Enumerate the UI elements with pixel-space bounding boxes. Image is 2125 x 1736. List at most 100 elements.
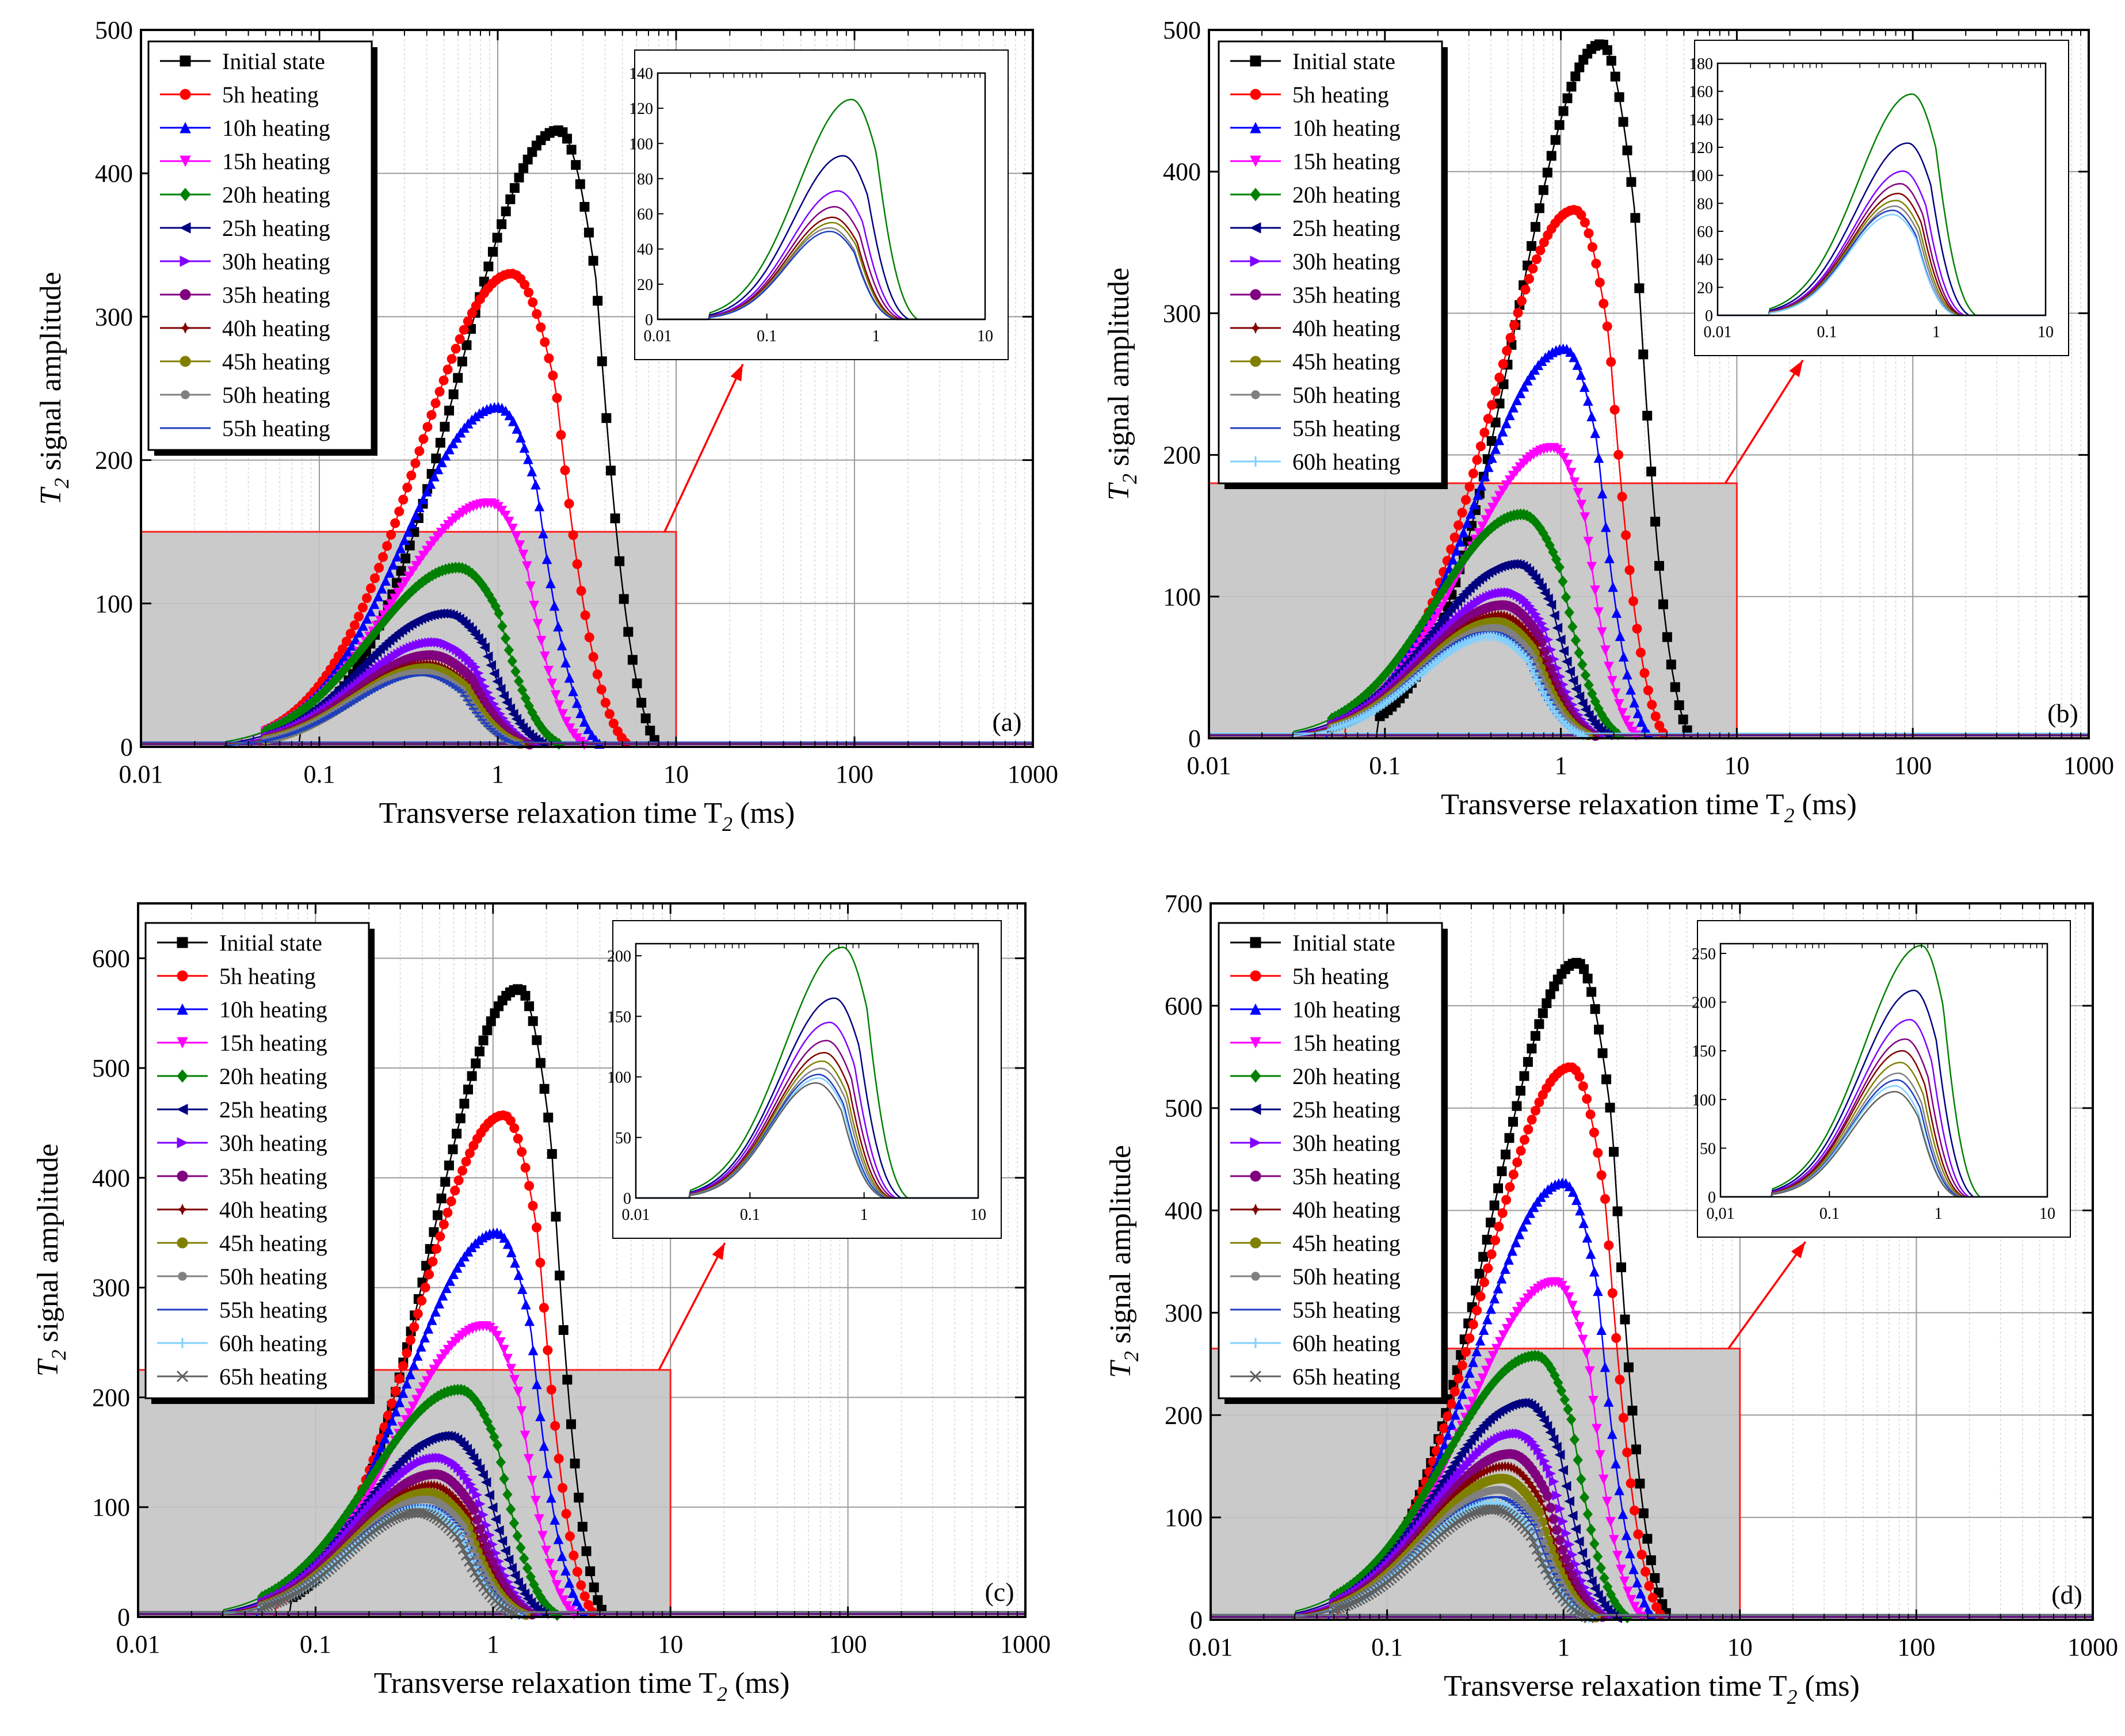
data-point <box>1519 1071 1529 1081</box>
data-point <box>1481 515 1491 525</box>
data-point <box>432 1210 442 1220</box>
legend-label: 10h heating <box>219 997 327 1022</box>
data-point <box>1567 1300 1578 1311</box>
data-point <box>1674 700 1684 711</box>
data-point <box>429 471 440 482</box>
data-point <box>579 201 590 212</box>
inset-y-tick-label: 60 <box>1697 223 1713 241</box>
data-point <box>1585 1249 1596 1259</box>
legend-label: 5h heating <box>222 82 319 108</box>
data-point <box>1489 1200 1500 1211</box>
data-point <box>527 466 537 476</box>
data-point <box>586 730 597 741</box>
data-point <box>471 1058 481 1069</box>
data-point <box>636 697 647 708</box>
data-point <box>1482 1234 1492 1245</box>
data-point <box>407 566 418 577</box>
data-point <box>394 1397 405 1407</box>
data-point <box>520 1162 531 1173</box>
data-point <box>424 1269 434 1280</box>
data-point <box>1497 1208 1508 1218</box>
data-point <box>506 1563 517 1573</box>
data-point <box>1587 688 1597 700</box>
legend-label: Initial state <box>219 930 322 956</box>
data-point <box>525 1571 536 1583</box>
data-point <box>1538 1008 1548 1018</box>
data-point <box>1579 964 1589 974</box>
data-point <box>1526 369 1536 380</box>
data-point <box>1567 620 1578 633</box>
data-point <box>601 413 612 423</box>
data-point <box>531 479 541 490</box>
data-point <box>429 1364 439 1375</box>
data-point <box>550 1421 560 1431</box>
data-point <box>395 543 406 554</box>
data-point <box>1615 1375 1625 1385</box>
y-tick-label: 0 <box>1188 724 1201 753</box>
data-point <box>506 1247 517 1257</box>
data-point <box>1508 402 1519 413</box>
data-point <box>528 1016 538 1027</box>
legend-label: 40h heating <box>1292 315 1401 341</box>
legend-label: 50h heating <box>1292 382 1401 408</box>
data-point <box>1579 381 1590 392</box>
data-point <box>1524 274 1534 284</box>
chart-panel-d: 0.01 0.1 1 10 100 10000100200300400500600700T… <box>1104 890 2118 1708</box>
data-point <box>1534 1019 1544 1029</box>
data-point <box>517 684 528 696</box>
legend-item: 10h heating <box>160 115 330 141</box>
data-point <box>500 632 511 644</box>
data-point <box>393 588 403 598</box>
data-point <box>509 1570 520 1581</box>
legend-marker <box>180 188 191 201</box>
legend-label: 20h heating <box>222 182 330 208</box>
data-point <box>1561 656 1572 667</box>
data-point <box>632 678 642 689</box>
data-point <box>568 686 578 696</box>
legend-item: 55h heating <box>160 415 330 441</box>
data-point <box>482 1025 493 1036</box>
data-point <box>556 430 566 440</box>
data-point <box>1494 491 1505 502</box>
data-point <box>1540 624 1551 635</box>
data-point <box>1446 1399 1456 1409</box>
data-point <box>369 598 380 609</box>
data-point <box>518 163 529 173</box>
x-axis-label: Transverse relaxation time T2 (ms) <box>379 797 795 835</box>
legend-label: 45h heating <box>219 1230 327 1256</box>
data-point <box>528 1345 539 1356</box>
data-point <box>615 556 625 566</box>
data-point <box>506 1364 516 1374</box>
data-point <box>513 1577 524 1588</box>
zoom-arrow-head <box>712 1243 725 1260</box>
data-point <box>1517 296 1527 306</box>
data-point <box>519 1552 529 1565</box>
data-point <box>1433 608 1443 619</box>
legend-label: 45h heating <box>222 349 330 375</box>
data-point <box>503 516 514 527</box>
data-point <box>1461 1346 1471 1357</box>
data-point <box>1589 1127 1599 1138</box>
data-point <box>501 206 511 216</box>
data-point <box>410 510 421 521</box>
data-point <box>553 621 563 632</box>
data-point <box>1597 1048 1608 1058</box>
data-point <box>463 316 473 326</box>
data-point <box>1582 1232 1593 1243</box>
data-point <box>1647 1593 1658 1603</box>
data-point <box>434 387 445 397</box>
data-point <box>505 1503 516 1516</box>
data-point <box>546 1492 556 1503</box>
legend-label: 5h heating <box>219 963 316 989</box>
data-point <box>486 1423 496 1435</box>
data-point <box>1532 675 1542 685</box>
data-point <box>1634 283 1645 293</box>
data-point <box>1559 453 1570 463</box>
x-tick-label: 1000 <box>2063 751 2114 780</box>
data-point <box>560 1565 571 1576</box>
data-point <box>1534 203 1544 213</box>
inset-y-tick-label: 120 <box>1689 139 1713 157</box>
data-point <box>402 1348 412 1359</box>
legend-item: 50h heating <box>160 382 330 408</box>
